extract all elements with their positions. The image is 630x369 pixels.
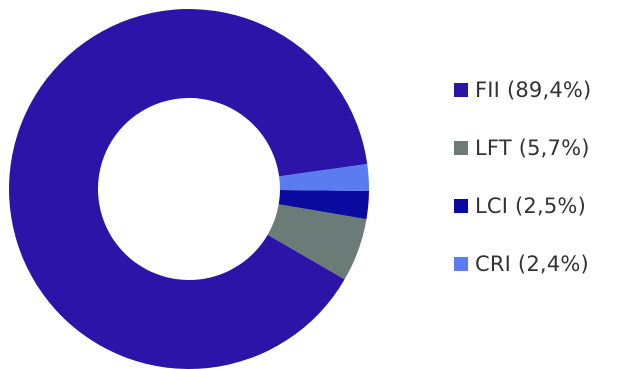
legend-label: LFT (5,7%) [475, 136, 590, 160]
donut-chart [9, 9, 369, 369]
legend-swatch [454, 257, 468, 271]
legend-label: CRI (2,4%) [475, 252, 589, 276]
donut-slice-fii [9, 9, 368, 369]
legend-swatch [454, 83, 468, 97]
legend-item-cri: CRI (2,4%) [454, 248, 591, 280]
legend-swatch [454, 199, 468, 213]
legend-item-fii: FII (89,4%) [454, 74, 591, 106]
legend-label: LCI (2,5%) [475, 194, 586, 218]
legend-label: FII (89,4%) [475, 78, 592, 102]
donut-slice-cri [279, 163, 369, 192]
donut-slice-lci [278, 190, 369, 220]
donut-slice-lft [267, 204, 367, 280]
legend-item-lft: LFT (5,7%) [454, 132, 591, 164]
legend-swatch [454, 141, 468, 155]
legend-item-lci: LCI (2,5%) [454, 190, 591, 222]
chart-legend: FII (89,4%) LFT (5,7%) LCI (2,5%) CRI (2,4%… [454, 74, 591, 306]
